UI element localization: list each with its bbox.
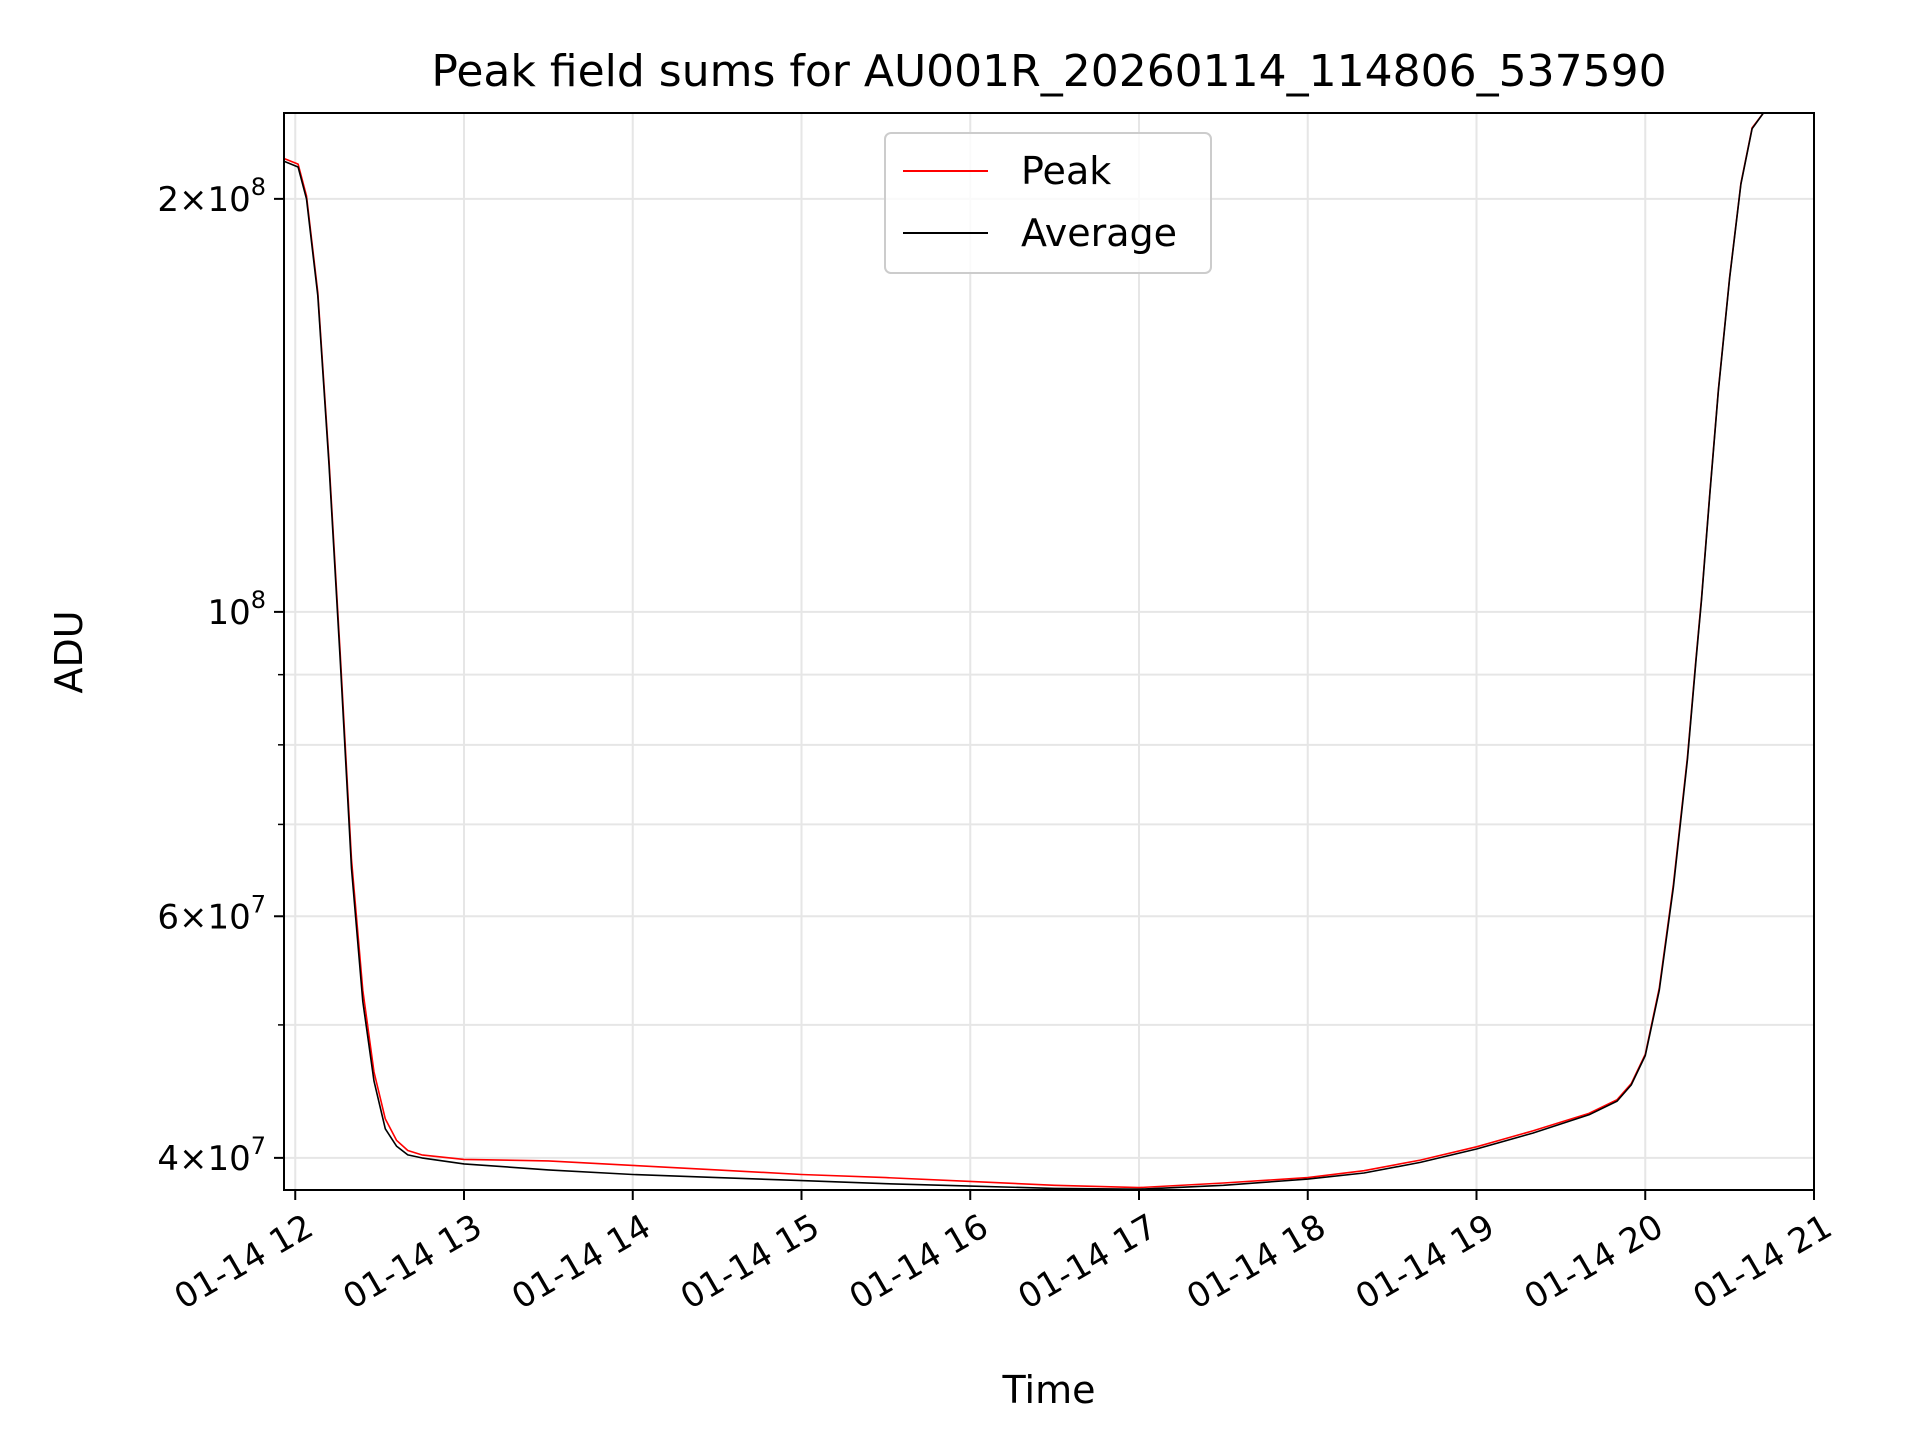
series-line-average [283,112,1775,1190]
y-tick-label: 108 [207,586,266,633]
legend-box [884,132,1212,274]
legend-average-label: Average [1021,211,1177,255]
x-axis-label: Time [1002,1368,1096,1412]
y-tick-label: 6×107 [157,890,266,937]
y-tick-label: 4×107 [157,1132,266,1179]
plot-frame [283,112,1815,1191]
chart-title: Peak field sums for AU001R_20260114_1148… [431,46,1666,97]
legend-peak-label: Peak [1021,149,1111,193]
y-tick-label: 2×108 [157,173,266,220]
legend: Peak Average [884,132,1212,274]
y-axis-label: ADU [47,610,91,693]
